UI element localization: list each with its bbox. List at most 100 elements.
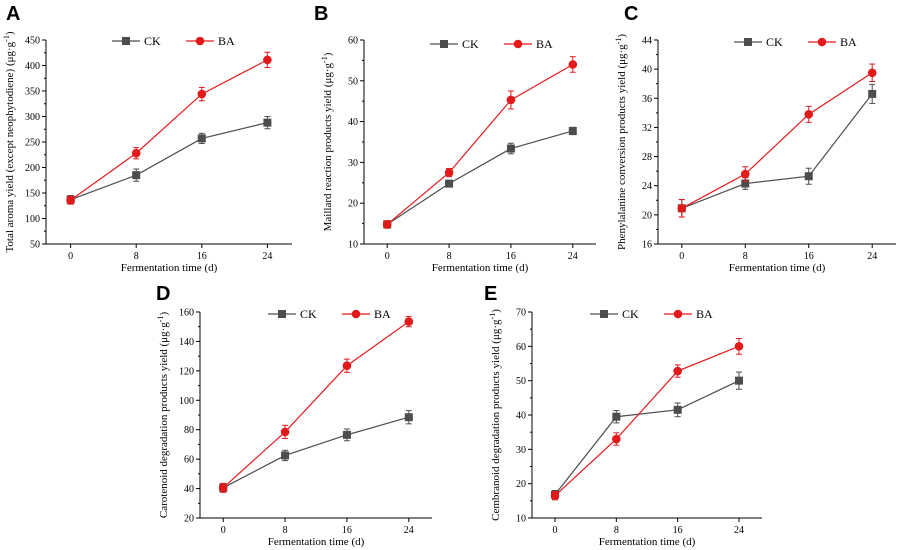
data-point-ck bbox=[735, 376, 743, 385]
data-point-ba bbox=[568, 60, 578, 69]
x-axis-label: Fermentation time (d) bbox=[268, 536, 365, 548]
y-tick-label: 20 bbox=[642, 210, 652, 221]
data-point-ba bbox=[382, 220, 392, 229]
y-axis-label: Maillard reaction products yield (μg·g-1… bbox=[320, 52, 334, 231]
data-point-ck bbox=[568, 126, 577, 135]
data-point-ba bbox=[734, 342, 744, 351]
data-point-ba bbox=[66, 195, 75, 205]
legend-marker-ba bbox=[351, 309, 361, 319]
y-tick-label: 40 bbox=[184, 484, 194, 495]
data-point-ck bbox=[506, 144, 515, 153]
legend-marker-ck bbox=[440, 40, 448, 48]
x-axis-label: Fermentation time (d) bbox=[121, 262, 218, 274]
panel-b: B 10 20 30 40 50 60 0 8 16 24 Fermentation time (d)… bbox=[314, 3, 596, 274]
x-tick-label: 0 bbox=[68, 251, 73, 262]
panel-letter: C bbox=[624, 3, 638, 25]
y-tick-label: 10 bbox=[516, 514, 526, 525]
data-point-ck bbox=[281, 451, 290, 460]
y-tick-label: 50 bbox=[30, 240, 40, 251]
legend-marker-ck bbox=[278, 310, 286, 318]
series-line-ba bbox=[70, 59, 268, 201]
y-tick-label: 400 bbox=[25, 61, 40, 72]
y-tick-label: 30 bbox=[516, 445, 526, 456]
data-point-ba bbox=[218, 483, 228, 493]
x-tick-label: 0 bbox=[553, 525, 558, 536]
x-tick-label: 8 bbox=[743, 251, 748, 262]
y-tick-label: 20 bbox=[516, 479, 526, 490]
data-point-ba bbox=[404, 317, 414, 326]
legend-label-ck: CK bbox=[462, 37, 479, 51]
data-point-ba bbox=[677, 204, 687, 213]
x-axis-label: Fermentation time (d) bbox=[432, 262, 529, 274]
data-point-ba bbox=[263, 55, 272, 65]
data-point-ba bbox=[444, 168, 454, 177]
data-point-ck bbox=[132, 171, 141, 180]
data-point-ck bbox=[197, 134, 206, 143]
legend-marker-ck bbox=[600, 310, 608, 318]
x-tick-label: 16 bbox=[342, 525, 352, 536]
series-line-ck bbox=[70, 122, 268, 201]
data-point-ba bbox=[612, 434, 621, 444]
panel-letter: D bbox=[156, 283, 170, 305]
x-tick-label: 8 bbox=[134, 251, 139, 262]
data-point-ba bbox=[867, 68, 877, 78]
y-tick-label: 28 bbox=[642, 152, 652, 163]
y-tick-label: 40 bbox=[642, 65, 652, 76]
y-tick-label: 350 bbox=[25, 87, 40, 98]
y-tick-label: 10 bbox=[348, 240, 358, 251]
x-tick-label: 16 bbox=[506, 251, 516, 262]
y-tick-label: 36 bbox=[642, 94, 652, 105]
x-tick-label: 24 bbox=[734, 525, 744, 536]
y-tick-label: 140 bbox=[179, 337, 194, 348]
y-tick-label: 100 bbox=[25, 214, 40, 225]
x-tick-label: 16 bbox=[673, 525, 683, 536]
series-line-ck bbox=[222, 416, 409, 489]
data-point-ck bbox=[404, 413, 413, 422]
x-tick-label: 24 bbox=[867, 251, 877, 262]
legend-marker-ck bbox=[122, 37, 130, 45]
y-tick-label: 60 bbox=[184, 455, 194, 466]
y-tick-label: 32 bbox=[642, 123, 652, 134]
legend-marker-ba bbox=[195, 36, 205, 46]
series-line-ck bbox=[681, 93, 873, 209]
y-tick-label: 450 bbox=[25, 36, 40, 47]
legend-label-ba: BA bbox=[218, 34, 235, 48]
data-point-ba bbox=[280, 427, 290, 437]
panel-letter: A bbox=[6, 3, 20, 25]
series-line-ba bbox=[222, 321, 410, 489]
y-tick-label: 160 bbox=[179, 308, 194, 319]
legend-label-ck: CK bbox=[766, 35, 783, 49]
x-tick-label: 8 bbox=[447, 251, 452, 262]
legend-label-ba: BA bbox=[374, 307, 391, 321]
panel-d: D 20 40 60 80 100 120 140 160 0 8 16 24 Fermentation … bbox=[156, 283, 432, 548]
y-tick-label: 100 bbox=[179, 396, 194, 407]
series-line-ck bbox=[386, 130, 573, 225]
legend-marker-ba bbox=[513, 39, 523, 49]
y-tick-label: 24 bbox=[642, 181, 652, 192]
series-line-ba bbox=[386, 63, 574, 225]
data-point-ba bbox=[673, 366, 682, 376]
y-tick-label: 70 bbox=[516, 308, 526, 319]
panel-letter: B bbox=[314, 3, 328, 25]
x-tick-label: 8 bbox=[614, 525, 619, 536]
data-point-ck bbox=[612, 412, 621, 421]
data-point-ck bbox=[868, 89, 877, 98]
y-tick-label: 40 bbox=[348, 117, 358, 128]
x-tick-label: 16 bbox=[804, 251, 814, 262]
x-tick-label: 24 bbox=[404, 525, 414, 536]
y-tick-label: 120 bbox=[179, 366, 194, 377]
legend-label-ck: CK bbox=[144, 34, 161, 48]
legend-label-ck: CK bbox=[300, 307, 317, 321]
x-tick-label: 16 bbox=[197, 251, 207, 262]
panel-c: C 16 20 24 28 32 36 40 44 0 8 16 24 Fermentation time… bbox=[614, 3, 896, 274]
y-tick-label: 40 bbox=[516, 411, 526, 422]
legend-label-ba: BA bbox=[840, 35, 857, 49]
x-tick-label: 8 bbox=[283, 525, 288, 536]
y-tick-label: 300 bbox=[25, 112, 40, 123]
series-line-ba bbox=[554, 345, 740, 497]
data-point-ck bbox=[673, 405, 682, 414]
data-point-ba bbox=[506, 95, 516, 105]
y-tick-label: 50 bbox=[516, 376, 526, 387]
y-tick-label: 60 bbox=[348, 36, 358, 47]
